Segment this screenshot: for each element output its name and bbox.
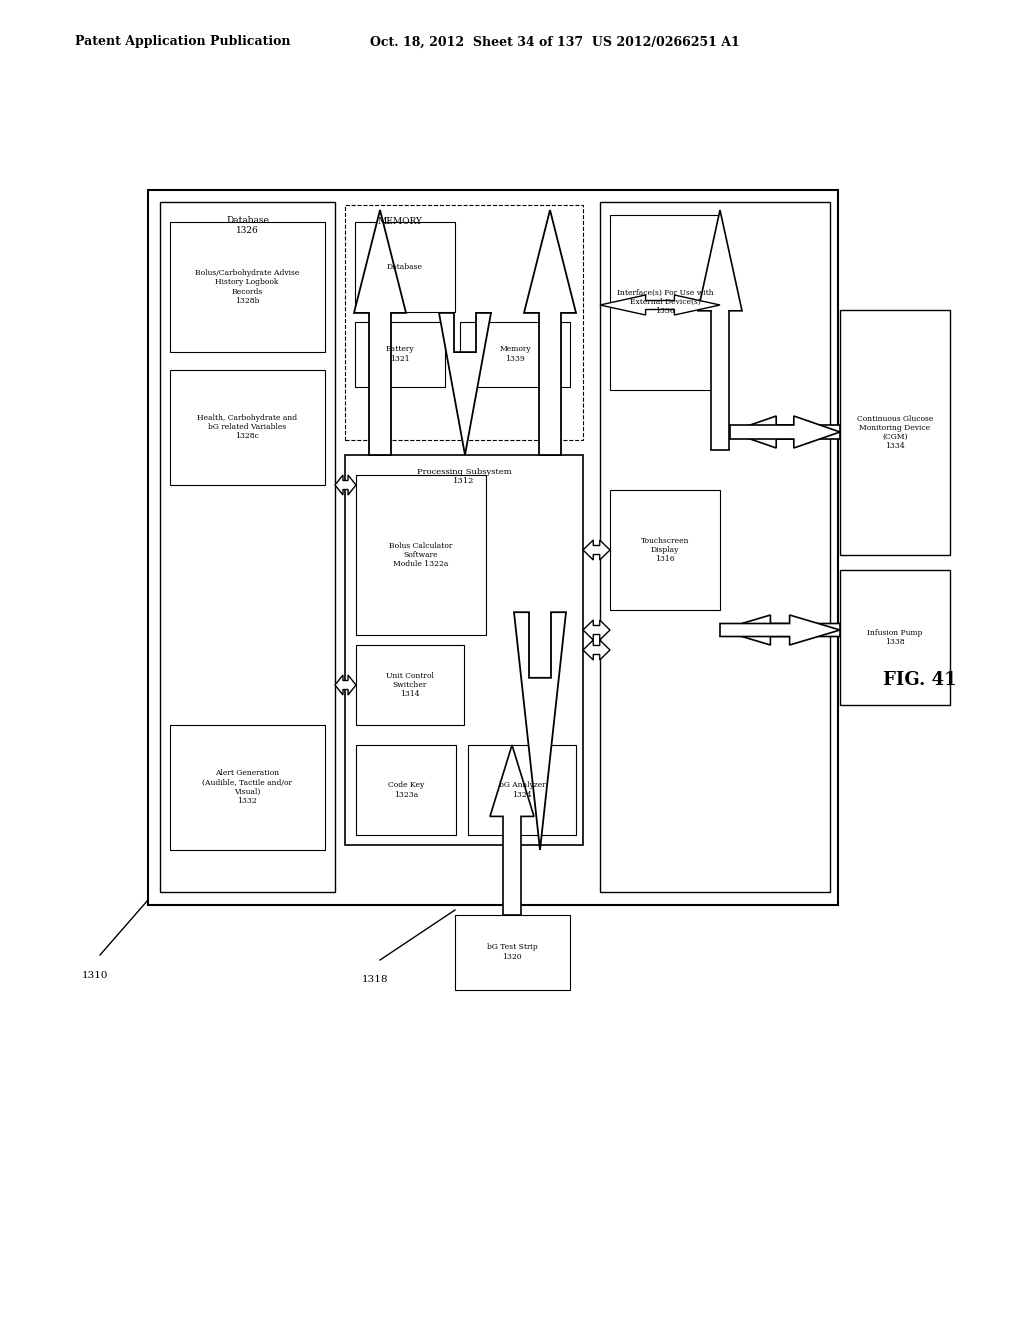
Polygon shape xyxy=(524,210,575,455)
Polygon shape xyxy=(583,620,610,640)
Bar xyxy=(170,222,325,352)
Bar xyxy=(610,490,720,610)
Text: Bolus Calculator
Software
Module 1322a: Bolus Calculator Software Module 1322a xyxy=(389,541,453,568)
Text: Unit Control
Switcher
1314: Unit Control Switcher 1314 xyxy=(386,672,434,698)
Text: Alert Generation
(Audible, Tactile and/or
Visual)
1332: Alert Generation (Audible, Tactile and/o… xyxy=(202,770,292,805)
Bar xyxy=(355,222,455,312)
Polygon shape xyxy=(583,640,610,660)
Polygon shape xyxy=(698,210,742,450)
Text: FIG. 41: FIG. 41 xyxy=(883,671,956,689)
Text: Memory
1339: Memory 1339 xyxy=(499,346,530,363)
Polygon shape xyxy=(354,210,406,455)
Text: Database: Database xyxy=(387,263,423,271)
Bar xyxy=(170,725,325,850)
Text: 1310: 1310 xyxy=(82,970,109,979)
Bar xyxy=(840,570,950,705)
Text: Patent Application Publication: Patent Application Publication xyxy=(75,36,291,49)
Polygon shape xyxy=(335,675,356,696)
Bar xyxy=(355,322,445,387)
Bar xyxy=(600,202,830,892)
Text: Health, Carbohydrate and
bG related Variables
1328c: Health, Carbohydrate and bG related Vari… xyxy=(197,413,297,440)
Bar xyxy=(345,455,583,845)
Text: Bolus/Carbohydrate Advise
History Logbook
Records
1328b: Bolus/Carbohydrate Advise History Logboo… xyxy=(195,269,299,305)
Polygon shape xyxy=(490,744,534,915)
Text: Infusion Pump
1338: Infusion Pump 1338 xyxy=(867,628,923,645)
Text: MEMORY: MEMORY xyxy=(377,216,422,226)
Text: Code Key
1323a: Code Key 1323a xyxy=(388,781,424,799)
Bar xyxy=(840,310,950,554)
Bar xyxy=(170,370,325,484)
Bar xyxy=(610,215,720,389)
Polygon shape xyxy=(583,540,610,560)
Text: bG Analyzer
1324: bG Analyzer 1324 xyxy=(499,781,546,799)
Bar xyxy=(356,475,486,635)
Text: Database
1326: Database 1326 xyxy=(226,216,269,235)
Bar xyxy=(345,205,583,440)
Polygon shape xyxy=(600,294,720,315)
Text: Touchscreen
Display
1316: Touchscreen Display 1316 xyxy=(641,537,689,564)
Polygon shape xyxy=(720,615,840,645)
Polygon shape xyxy=(730,416,840,447)
Bar xyxy=(356,744,456,836)
Text: Interface(s) For Use with
External Device(s)
1336: Interface(s) For Use with External Devic… xyxy=(616,289,714,315)
Text: Oct. 18, 2012  Sheet 34 of 137  US 2012/0266251 A1: Oct. 18, 2012 Sheet 34 of 137 US 2012/02… xyxy=(370,36,739,49)
Bar xyxy=(356,645,464,725)
Text: Continuous Glucose
Monitoring Device
(CGM)
1334: Continuous Glucose Monitoring Device (CG… xyxy=(857,414,933,450)
Bar xyxy=(148,190,838,906)
Bar xyxy=(455,915,570,990)
Polygon shape xyxy=(720,615,840,645)
Bar xyxy=(160,202,335,892)
Text: Processing Subsystem
1312: Processing Subsystem 1312 xyxy=(417,469,511,486)
Bar xyxy=(460,322,570,387)
Bar xyxy=(468,744,575,836)
Polygon shape xyxy=(730,416,840,447)
Text: bG Test Strip
1320: bG Test Strip 1320 xyxy=(486,944,538,961)
Text: 1318: 1318 xyxy=(362,975,388,985)
Polygon shape xyxy=(439,313,490,455)
Text: Battery
1321: Battery 1321 xyxy=(386,346,415,363)
Polygon shape xyxy=(514,612,566,850)
Polygon shape xyxy=(335,475,356,495)
